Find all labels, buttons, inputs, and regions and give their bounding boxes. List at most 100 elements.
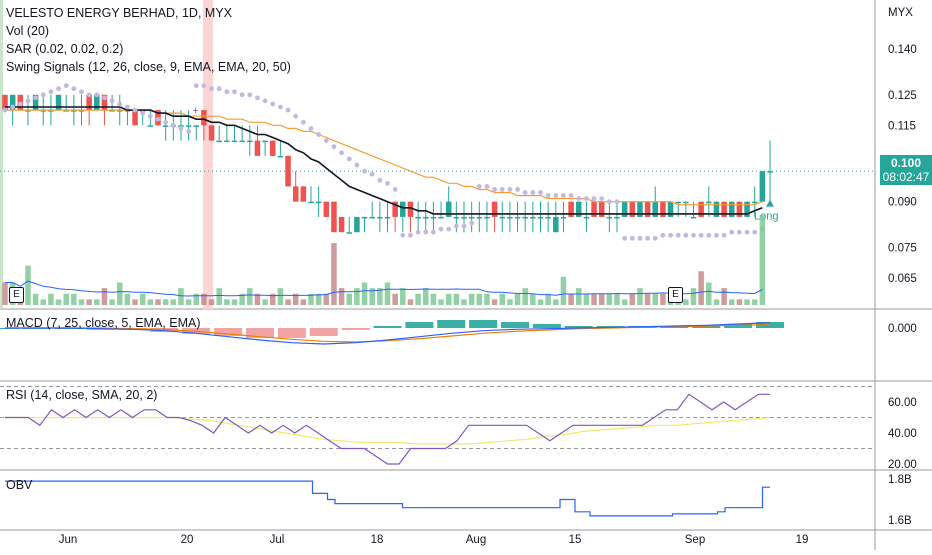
sar-dot [752, 229, 758, 235]
candle-body [216, 140, 222, 143]
sar-dot [40, 92, 46, 98]
sar-dot [94, 92, 100, 98]
candle-body [683, 201, 689, 204]
candle-body [48, 110, 54, 112]
earnings-marker-2[interactable]: E [668, 287, 683, 303]
volume-bar [354, 288, 360, 305]
sar-dot [522, 190, 528, 195]
volume-bar [94, 299, 100, 305]
candle-body [323, 201, 330, 217]
macd-histogram-bar [692, 326, 721, 328]
candle-body [698, 201, 704, 217]
candle-body [277, 155, 284, 158]
candle-body [598, 201, 605, 217]
candle-body [63, 110, 69, 112]
volume-bar [415, 293, 421, 305]
candle-body [247, 140, 253, 143]
sar-dot [476, 184, 482, 189]
vol-legend: Vol (20) [6, 24, 50, 38]
candle-body [614, 216, 620, 219]
sar-dot [629, 235, 635, 241]
volume-bar [652, 293, 659, 305]
price-tick-label: 0.115 [888, 120, 916, 132]
macd-histogram-bar [501, 322, 529, 328]
sar-dot [668, 232, 673, 238]
candle-body [767, 171, 773, 173]
candle-body [721, 201, 727, 217]
sar-dot [714, 232, 719, 238]
volume-bar [132, 299, 138, 305]
candle-body [744, 201, 750, 217]
currency-label: MYX [888, 7, 913, 19]
candle-body [231, 140, 238, 143]
chart-title: VELESTO ENERGY BERHAD, 1D, MYX [6, 6, 232, 20]
sar-dot [400, 232, 406, 238]
sar-dot [170, 122, 176, 128]
candle-body [9, 94, 16, 111]
candle-body [537, 216, 544, 219]
volume-bar [109, 299, 115, 305]
candle-body [285, 155, 291, 187]
earnings-marker-1[interactable]: E [9, 287, 24, 303]
volume-bar [660, 293, 666, 305]
volume-bar [178, 288, 184, 305]
candle-body [315, 201, 322, 204]
volume-bar [254, 293, 261, 305]
volume-bar [476, 293, 483, 305]
sar-dot [446, 226, 452, 232]
volume-bar [422, 288, 429, 305]
macd-tick-label: 0.000 [888, 323, 917, 335]
macd-histogram-bar [309, 328, 338, 336]
candle-body [468, 216, 475, 219]
volume-bar [461, 299, 467, 305]
time-tick-label: Jul [270, 534, 285, 546]
candle-body [208, 125, 215, 141]
candle-body [476, 216, 483, 219]
volume-bar [644, 293, 651, 305]
sar-dot [140, 110, 146, 116]
volume-bar [55, 299, 62, 305]
sar-dot [346, 156, 352, 162]
sar-dot [737, 229, 742, 235]
sar-dot [362, 168, 367, 174]
candle-body [514, 216, 521, 219]
candle-body [338, 216, 345, 233]
time-tick-label: Jun [59, 534, 78, 546]
volume-bar [744, 299, 750, 305]
volume-bar [392, 293, 398, 305]
macd-histogram-bar [564, 326, 593, 328]
time-tick-label: Aug [466, 534, 486, 546]
sar-dot [492, 187, 497, 192]
candle-body [728, 201, 735, 217]
sar-dot [507, 187, 513, 192]
candle-body [384, 216, 391, 219]
sar-dot [484, 184, 490, 189]
volume-bar [308, 293, 314, 305]
volume-bar [598, 293, 605, 305]
volume-bar [48, 293, 54, 305]
macd-histogram-bar [277, 328, 306, 338]
macd-line [5, 322, 771, 345]
macd-histogram-bar [341, 328, 370, 330]
volume-bar [621, 299, 628, 305]
sar-dot [652, 235, 658, 241]
sar-dot [568, 193, 574, 198]
volume-bar [292, 293, 299, 305]
candle-body [331, 201, 337, 233]
sar-dot [56, 86, 61, 92]
volume-bar [269, 293, 276, 305]
sar-dot [469, 220, 475, 226]
volume-bar [545, 293, 551, 305]
sar-dot [316, 132, 322, 137]
sar-dot [323, 138, 329, 144]
volume-bar [78, 299, 85, 305]
sar-dot [614, 199, 620, 205]
sar-dot [392, 187, 398, 192]
candle-body [568, 201, 574, 217]
volume-bar [637, 288, 643, 305]
sar-dot [599, 196, 605, 202]
candle-body [392, 201, 398, 217]
macd-histogram-bar [246, 328, 274, 338]
volume-bar [2, 282, 8, 305]
volume-bar [484, 293, 490, 305]
